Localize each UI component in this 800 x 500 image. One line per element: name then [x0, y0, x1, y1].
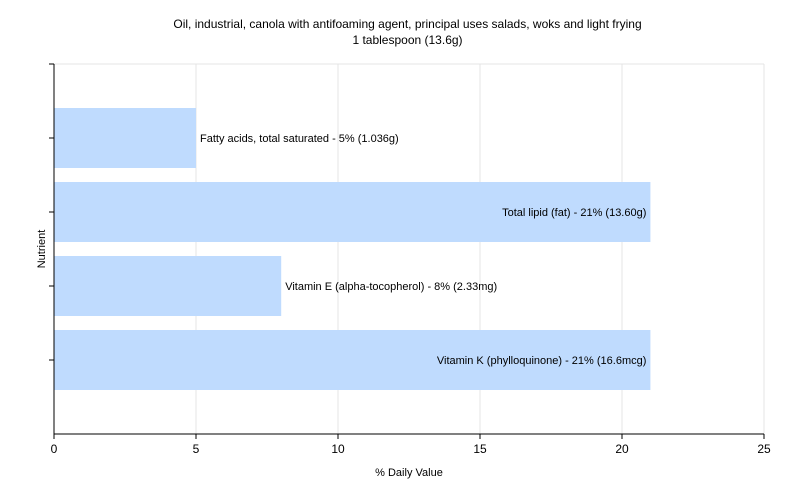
bar	[54, 256, 282, 316]
chart-subtitle: 1 tablespoon (13.6g)	[352, 33, 463, 47]
bar-label: Fatty acids, total saturated - 5% (1.036…	[200, 133, 399, 145]
bar-label: Vitamin K (phylloquinone) - 21% (16.6mcg…	[437, 355, 647, 367]
x-tick-label: 5	[193, 442, 200, 456]
x-tick-label: 20	[615, 442, 629, 456]
x-tick-label: 15	[473, 442, 487, 456]
x-tick-label: 10	[331, 442, 345, 456]
bar-label: Total lipid (fat) - 21% (13.60g)	[502, 207, 646, 219]
chart-title-block: Oil, industrial, canola with antifoaming…	[0, 16, 800, 48]
bar-labels: Fatty acids, total saturated - 5% (1.036…	[200, 133, 646, 367]
bar	[54, 108, 196, 168]
x-tick-label: 25	[757, 442, 771, 456]
bar-label: Vitamin E (alpha-tocopherol) - 8% (2.33m…	[285, 281, 497, 293]
x-tick-label: 0	[51, 442, 58, 456]
bars	[54, 108, 651, 390]
bar	[54, 330, 651, 390]
ticks: 0 5 10 15 20 25	[49, 63, 771, 456]
x-axis-title: % Daily Value	[375, 467, 443, 479]
bar	[54, 182, 651, 242]
axes	[53, 64, 764, 435]
y-axis-title: Nutrient	[36, 230, 48, 269]
chart-title: Oil, industrial, canola with antifoaming…	[173, 17, 642, 31]
